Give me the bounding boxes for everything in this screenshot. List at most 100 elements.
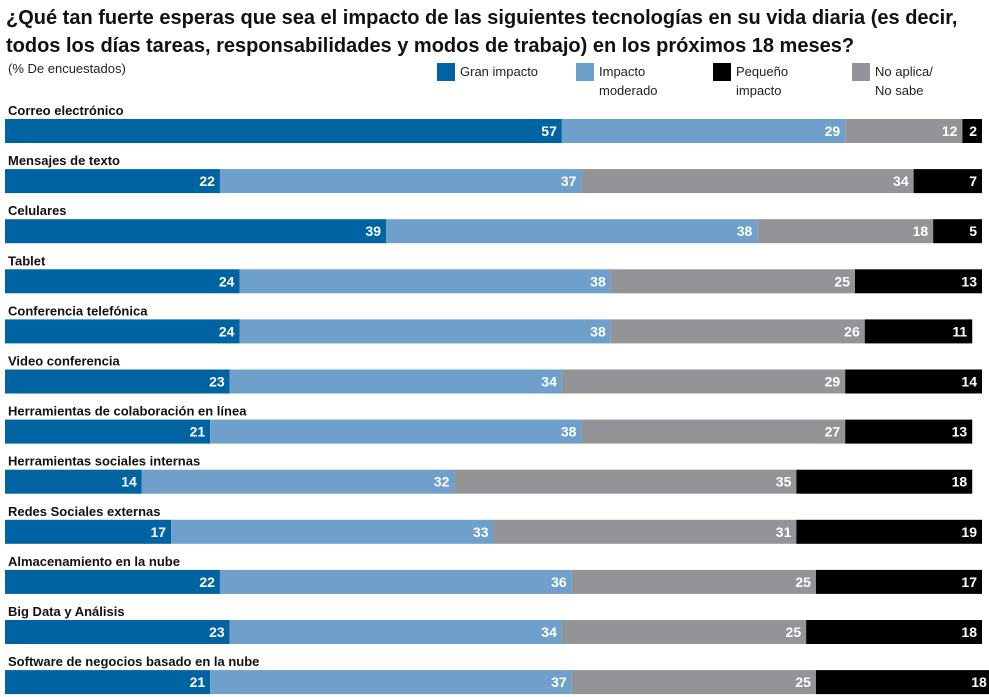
data-label: 22: [199, 173, 215, 189]
data-label: 32: [434, 474, 450, 490]
data-label: 26: [844, 323, 860, 339]
data-label: 35: [776, 474, 792, 490]
bar-segment: [561, 369, 846, 394]
bar-segment: [581, 419, 846, 444]
data-label: 18: [971, 674, 987, 690]
legend-label: Impacto moderado: [599, 64, 658, 98]
chart-title: ¿Qué tan fuerte esperas que sea el impac…: [6, 7, 958, 57]
bar-segment: [5, 670, 211, 695]
bar-segment: [5, 169, 220, 194]
category-label: Redes Sociales externas: [8, 504, 160, 519]
data-label: 7: [969, 173, 977, 189]
bar-segment: [571, 670, 816, 695]
bar-segment: [5, 620, 230, 644]
legend-swatch: [713, 63, 731, 81]
bar-segment: [815, 670, 989, 695]
data-label: 36: [551, 574, 567, 590]
bar-segment: [610, 269, 855, 294]
bar-segment: [5, 569, 220, 594]
bar-segment: [5, 419, 211, 444]
bar-segment: [239, 319, 611, 344]
bar-segment: [5, 519, 172, 544]
data-label: 18: [952, 474, 968, 490]
data-label: 38: [561, 424, 577, 440]
data-label: 19: [961, 524, 977, 540]
category-label: Software de negocios basado en la nube: [8, 654, 259, 669]
bar-segment: [581, 169, 914, 194]
data-label: 34: [893, 173, 909, 189]
data-label: 21: [190, 424, 206, 440]
data-label: 38: [590, 273, 606, 289]
bar-segment: [171, 519, 494, 544]
data-label: 27: [825, 424, 841, 440]
data-label: 21: [190, 674, 206, 690]
data-label: 31: [776, 524, 792, 540]
category-label: Video conferencia: [8, 354, 121, 369]
bar-segment: [845, 419, 973, 444]
data-label: 39: [365, 223, 381, 239]
bar-segment: [5, 469, 142, 494]
data-label: 13: [952, 424, 968, 440]
bar-segment: [5, 119, 562, 143]
bar-segment: [239, 269, 611, 294]
data-label: 17: [961, 574, 977, 590]
data-label: 24: [219, 273, 235, 289]
legend-swatch: [576, 63, 594, 81]
data-label: 34: [541, 624, 557, 640]
bar-segment: [610, 319, 865, 344]
category-label: Almacenamiento en la nube: [8, 554, 180, 569]
bar-segment: [5, 319, 240, 344]
bar-segment: [454, 469, 797, 494]
data-label: 25: [834, 273, 850, 289]
bar-segment: [219, 569, 572, 594]
data-label: 14: [121, 474, 137, 490]
bar-segment: [845, 119, 963, 143]
bar-segment: [571, 569, 816, 594]
data-label: 38: [590, 323, 606, 339]
bar-segment: [854, 269, 982, 294]
bar-segment: [806, 620, 982, 644]
data-label: 38: [737, 223, 753, 239]
bar-segment: [493, 519, 797, 544]
category-label: Celulares: [8, 203, 67, 218]
data-label: 23: [209, 374, 225, 390]
bar-segment: [386, 219, 758, 244]
data-label: 33: [473, 524, 489, 540]
bar-segment: [933, 219, 982, 244]
data-label: 22: [199, 574, 215, 590]
category-label: Tablet: [8, 253, 46, 268]
data-label: 2: [969, 123, 977, 139]
bar-segment: [229, 369, 562, 394]
bar-segment: [219, 169, 582, 194]
category-label: Mensajes de texto: [8, 153, 120, 168]
data-label: 37: [551, 674, 567, 690]
data-label: 29: [825, 374, 841, 390]
category-label: Conferencia telefónica: [8, 303, 148, 318]
bar-segment: [962, 119, 982, 143]
bar-segment: [561, 620, 807, 644]
data-label: 25: [795, 674, 811, 690]
data-label: 12: [942, 123, 958, 139]
data-label: 34: [541, 374, 557, 390]
chart-subtitle: (% De encuestados): [8, 61, 126, 76]
legend-label: Gran impacto: [460, 64, 539, 79]
data-label: 11: [952, 323, 967, 339]
data-label: 25: [786, 624, 802, 640]
data-label: 37: [561, 173, 577, 189]
bar-segment: [229, 620, 562, 644]
bar-segment: [864, 319, 973, 344]
data-label: 5: [969, 223, 977, 239]
category-label: Big Data y Análisis: [8, 604, 125, 619]
data-label: 23: [209, 624, 225, 640]
data-label: 29: [825, 123, 841, 139]
bar-segment: [5, 369, 230, 394]
bar-segment: [845, 369, 982, 394]
bar-segment: [210, 670, 572, 695]
bar-segment: [796, 469, 973, 494]
data-label: 14: [961, 374, 977, 390]
bar-segment: [815, 569, 982, 594]
bar-segment: [796, 519, 982, 544]
data-label: 18: [913, 223, 929, 239]
bar-segment: [757, 219, 934, 244]
